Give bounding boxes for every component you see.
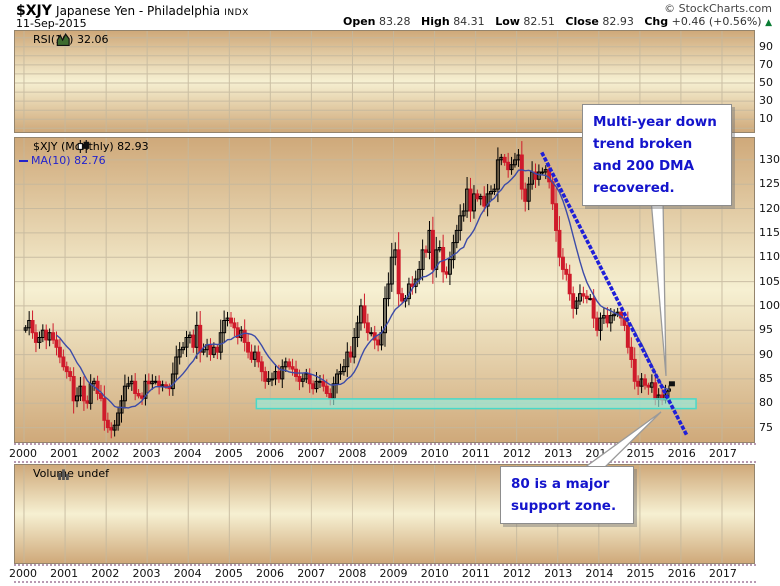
price-axis-tick: 115 bbox=[759, 225, 780, 239]
price-axis-tick: 125 bbox=[759, 177, 780, 191]
chart-title: $XJY Japanese Yen - Philadelphia INDX bbox=[16, 3, 249, 19]
price-axis-tick: 110 bbox=[759, 250, 780, 264]
symbol: $XJY bbox=[16, 3, 52, 19]
price-canvas bbox=[15, 138, 754, 442]
price-axis-tick: 85 bbox=[759, 371, 773, 385]
quote-high-label: High bbox=[421, 15, 450, 28]
x-axis-strip-top bbox=[14, 443, 756, 463]
price-axis-tick: 120 bbox=[759, 201, 780, 215]
price-legend: $XJY (Monthly) 82.93 bbox=[18, 140, 149, 153]
ma-legend: MA(10) 82.76 bbox=[19, 154, 106, 167]
price-axis-tick: 75 bbox=[759, 420, 773, 434]
price-axis-tick: 90 bbox=[759, 347, 773, 361]
quote-open-value: 83.28 bbox=[379, 15, 411, 28]
price-axis-tick: 130 bbox=[759, 152, 780, 166]
quote-chg-value: +0.46 (+0.56%) bbox=[671, 15, 762, 28]
x-axis-strip-bottom bbox=[14, 564, 756, 583]
up-arrow-icon: ▲ bbox=[765, 18, 772, 28]
rsi-axis-tick: 70 bbox=[759, 57, 773, 71]
rsi-axis-tick: 30 bbox=[759, 94, 773, 108]
volume-legend-label: Volume undef bbox=[33, 467, 109, 480]
price-axis-tick: 105 bbox=[759, 274, 780, 288]
title-name: Japanese Yen - Philadelphia bbox=[56, 4, 221, 18]
annotation-trend-broken: Multi-year down trend broken and 200 DMA… bbox=[582, 104, 732, 206]
title-exchange: INDX bbox=[224, 8, 249, 18]
rsi-grid-canvas bbox=[15, 31, 754, 132]
quote-row: Open 83.28 High 84.31 Low 82.51 Close 82… bbox=[336, 15, 772, 28]
price-axis-tick: 100 bbox=[759, 298, 780, 312]
bar-chart-icon bbox=[18, 468, 69, 480]
ma-line-swatch bbox=[19, 160, 28, 162]
volume-legend: Volume undef bbox=[18, 467, 109, 480]
rsi-axis-tick: 50 bbox=[759, 75, 773, 89]
quote-close-label: Close bbox=[565, 15, 599, 28]
candlestick-icon bbox=[18, 140, 89, 153]
price-axis-tick: 80 bbox=[759, 396, 773, 410]
chart-date: 11-Sep-2015 bbox=[16, 17, 87, 30]
area-chart-icon bbox=[18, 33, 70, 46]
price-legend-label: $XJY (Monthly) 82.93 bbox=[33, 140, 149, 153]
quote-open-label: Open bbox=[342, 15, 376, 28]
volume-pane: Volume undef bbox=[14, 464, 755, 564]
quote-low-value: 82.51 bbox=[523, 15, 555, 28]
rsi-legend: RSI(10) 32.06 bbox=[18, 33, 108, 46]
ma-legend-label: MA(10) 82.76 bbox=[31, 154, 106, 167]
rsi-axis-tick: 90 bbox=[759, 39, 773, 53]
volume-grid-canvas bbox=[23, 465, 723, 563]
copyright: © StockCharts.com bbox=[664, 2, 772, 15]
quote-high-value: 84.31 bbox=[453, 15, 485, 28]
rsi-legend-label: RSI(10) 32.06 bbox=[33, 33, 109, 46]
annotation-support-zone: 80 is a major support zone. bbox=[500, 466, 634, 524]
price-axis-tick: 95 bbox=[759, 323, 773, 337]
quote-low-label: Low bbox=[495, 15, 520, 28]
quote-chg-label: Chg bbox=[644, 15, 669, 28]
quote-close-value: 82.93 bbox=[602, 15, 634, 28]
rsi-axis-tick: 10 bbox=[759, 112, 773, 126]
